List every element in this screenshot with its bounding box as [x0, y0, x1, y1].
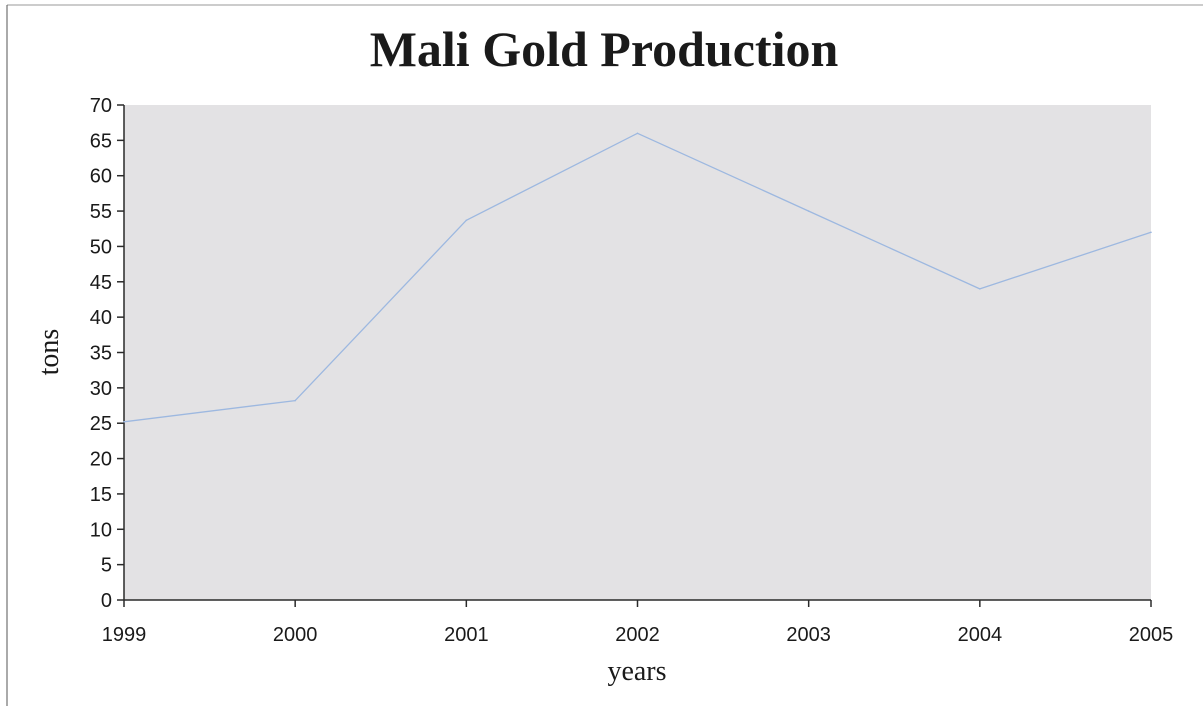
x-axis-title: years [607, 656, 666, 687]
x-tick-label: 2005 [1129, 624, 1174, 646]
y-tick-label: 5 [101, 555, 112, 577]
x-tick-label: 2003 [786, 624, 831, 646]
data-point [465, 219, 468, 222]
series-layer [123, 132, 1152, 423]
y-tick-label: 30 [90, 378, 112, 400]
x-axis: 1999 2000 2001 2002 2003 2004 2005 [102, 599, 1174, 646]
x-tick-label: 2001 [444, 624, 489, 646]
x-tick-label: 1999 [102, 624, 147, 646]
y-tick-label: 40 [90, 307, 112, 329]
y-tick-label: 55 [90, 201, 112, 223]
x-tick-label: 2002 [615, 624, 660, 646]
y-tick-label: 0 [101, 590, 112, 612]
chart-title: Mali Gold Production [370, 21, 839, 77]
y-axis-title: tons [34, 329, 65, 376]
y-tick-label: 50 [90, 236, 112, 258]
y-tick-label: 10 [90, 519, 112, 541]
y-tick-label: 70 [90, 95, 112, 117]
data-point [1150, 231, 1152, 234]
y-tick-label: 25 [90, 413, 112, 435]
y-tick-label: 65 [90, 130, 112, 152]
data-point [636, 132, 639, 135]
y-tick-label: 20 [90, 449, 112, 471]
plot-area [124, 105, 1151, 600]
y-axis: 0 5 10 15 20 25 30 35 40 45 50 55 60 65 70 [90, 95, 125, 612]
y-tick-label: 35 [90, 343, 112, 365]
data-point [123, 421, 125, 423]
data-point [979, 288, 981, 290]
y-tick-label: 15 [90, 484, 112, 506]
data-point [807, 210, 810, 212]
y-tick-label: 60 [90, 166, 112, 188]
y-tick-label: 45 [90, 272, 112, 294]
x-tick-label: 2004 [958, 624, 1003, 646]
x-tick-label: 2000 [273, 624, 318, 646]
data-point [294, 399, 296, 402]
